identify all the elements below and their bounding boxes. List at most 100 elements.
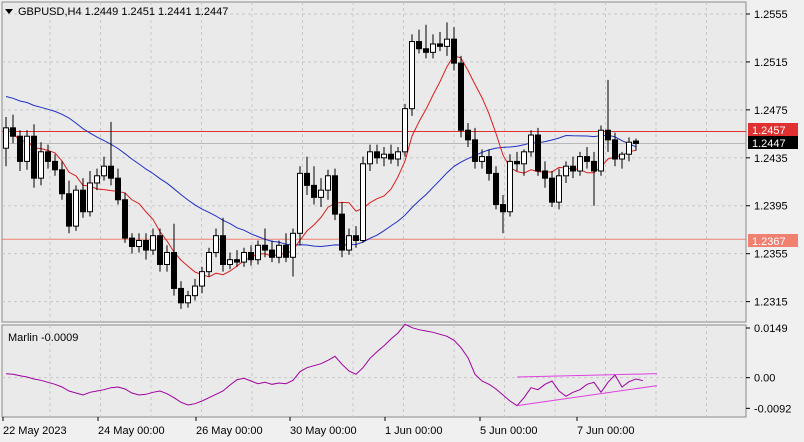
candle xyxy=(199,266,205,294)
candle xyxy=(584,147,590,169)
price-tick-label: 1.2395 xyxy=(754,201,788,213)
candle xyxy=(52,154,58,176)
candle xyxy=(507,154,513,217)
candle xyxy=(612,132,618,167)
candle xyxy=(150,228,156,255)
candle xyxy=(171,223,177,296)
candle xyxy=(206,247,212,277)
candle xyxy=(605,79,611,152)
oscillator-axis[interactable]: 0.0149 0.00 -0.0092 xyxy=(746,323,791,415)
time-tick-label: 30 May 00:00 xyxy=(290,425,357,437)
candle xyxy=(248,245,254,266)
candle xyxy=(479,149,485,169)
svg-text:1.2447: 1.2447 xyxy=(752,138,786,150)
candle xyxy=(213,228,219,258)
main-chart-panel[interactable] xyxy=(1,1,747,323)
candle xyxy=(269,240,275,263)
candle xyxy=(374,144,380,164)
resistance-price-tag: 1.2457 xyxy=(748,123,798,137)
support-price-tag: 1.2367 xyxy=(748,234,798,248)
candle xyxy=(87,170,93,217)
triangle-down-icon[interactable] xyxy=(5,9,13,14)
candle xyxy=(556,168,562,210)
candle xyxy=(521,149,527,176)
candle xyxy=(486,149,492,181)
candle xyxy=(626,137,632,162)
candle xyxy=(549,170,555,207)
candle xyxy=(101,156,107,181)
candle xyxy=(94,168,100,191)
svg-text:1.2457: 1.2457 xyxy=(752,125,786,137)
candle xyxy=(514,151,520,171)
candle xyxy=(332,168,338,221)
candle xyxy=(416,29,422,54)
horizontal-levels xyxy=(2,130,746,240)
candle xyxy=(220,217,226,272)
price-axis[interactable]: 1.25551.25151.24751.24351.23951.23551.23… xyxy=(746,9,788,309)
candle xyxy=(255,240,261,265)
candle xyxy=(360,156,366,243)
svg-text:1.2367: 1.2367 xyxy=(752,236,786,248)
candle xyxy=(10,114,16,144)
candle xyxy=(318,178,324,207)
candle xyxy=(451,27,457,71)
candle xyxy=(402,103,408,157)
candle xyxy=(136,233,142,253)
time-tick-label: 7 Jun 00:00 xyxy=(577,425,635,437)
candle xyxy=(122,192,128,243)
candle xyxy=(108,121,114,186)
time-tick-label: 22 May 2023 xyxy=(3,425,67,437)
candle xyxy=(234,250,240,267)
time-tick-label: 26 May 00:00 xyxy=(196,425,263,437)
time-tick-label: 1 Jun 00:00 xyxy=(385,425,443,437)
candle xyxy=(325,169,331,200)
time-axis[interactable]: 22 May 2023 24 May 00:00 26 May 00:00 30 Ma… xyxy=(2,417,635,437)
candle xyxy=(276,240,282,264)
candle xyxy=(353,226,359,248)
price-tick-label: 1.2315 xyxy=(754,297,788,309)
fast-ma-line xyxy=(5,54,637,278)
candle xyxy=(577,151,583,176)
candle xyxy=(283,233,289,263)
candle xyxy=(38,142,44,186)
candle xyxy=(178,281,184,309)
candle xyxy=(311,166,317,205)
oscillator-panel[interactable] xyxy=(1,324,747,418)
lower-trendline[interactable] xyxy=(516,385,658,407)
price-tick-label: 1.2435 xyxy=(754,153,788,165)
candle xyxy=(3,117,9,167)
marlin-line xyxy=(5,323,644,407)
candle xyxy=(563,161,569,183)
candle xyxy=(31,124,37,188)
candle xyxy=(465,123,471,148)
candle xyxy=(185,290,191,308)
candle xyxy=(339,202,345,258)
marlin-polyline xyxy=(5,323,644,407)
candle xyxy=(444,22,450,56)
fast-moving-average xyxy=(5,54,637,278)
candle xyxy=(493,166,499,210)
candle xyxy=(227,252,233,270)
candle xyxy=(59,161,65,200)
candle xyxy=(528,130,534,157)
candle xyxy=(388,144,394,164)
candle xyxy=(157,228,163,272)
price-tick-label: 1.2355 xyxy=(754,249,788,261)
candle xyxy=(458,55,464,138)
candle xyxy=(304,156,310,195)
upper-trendline[interactable] xyxy=(516,373,658,378)
candle xyxy=(570,156,576,179)
current-price-tag: 1.2447 xyxy=(748,136,798,150)
candle xyxy=(143,233,149,260)
candle xyxy=(24,130,30,170)
candle xyxy=(437,31,443,52)
price-tick-label: 1.2515 xyxy=(754,57,788,69)
price-tick-label: 1.2555 xyxy=(754,9,788,21)
candle xyxy=(129,233,135,254)
candle xyxy=(262,228,268,258)
candle xyxy=(297,166,303,246)
oscillator-label: Marlin -0.0009 xyxy=(8,332,78,344)
candle xyxy=(45,144,51,169)
candle xyxy=(367,144,373,171)
